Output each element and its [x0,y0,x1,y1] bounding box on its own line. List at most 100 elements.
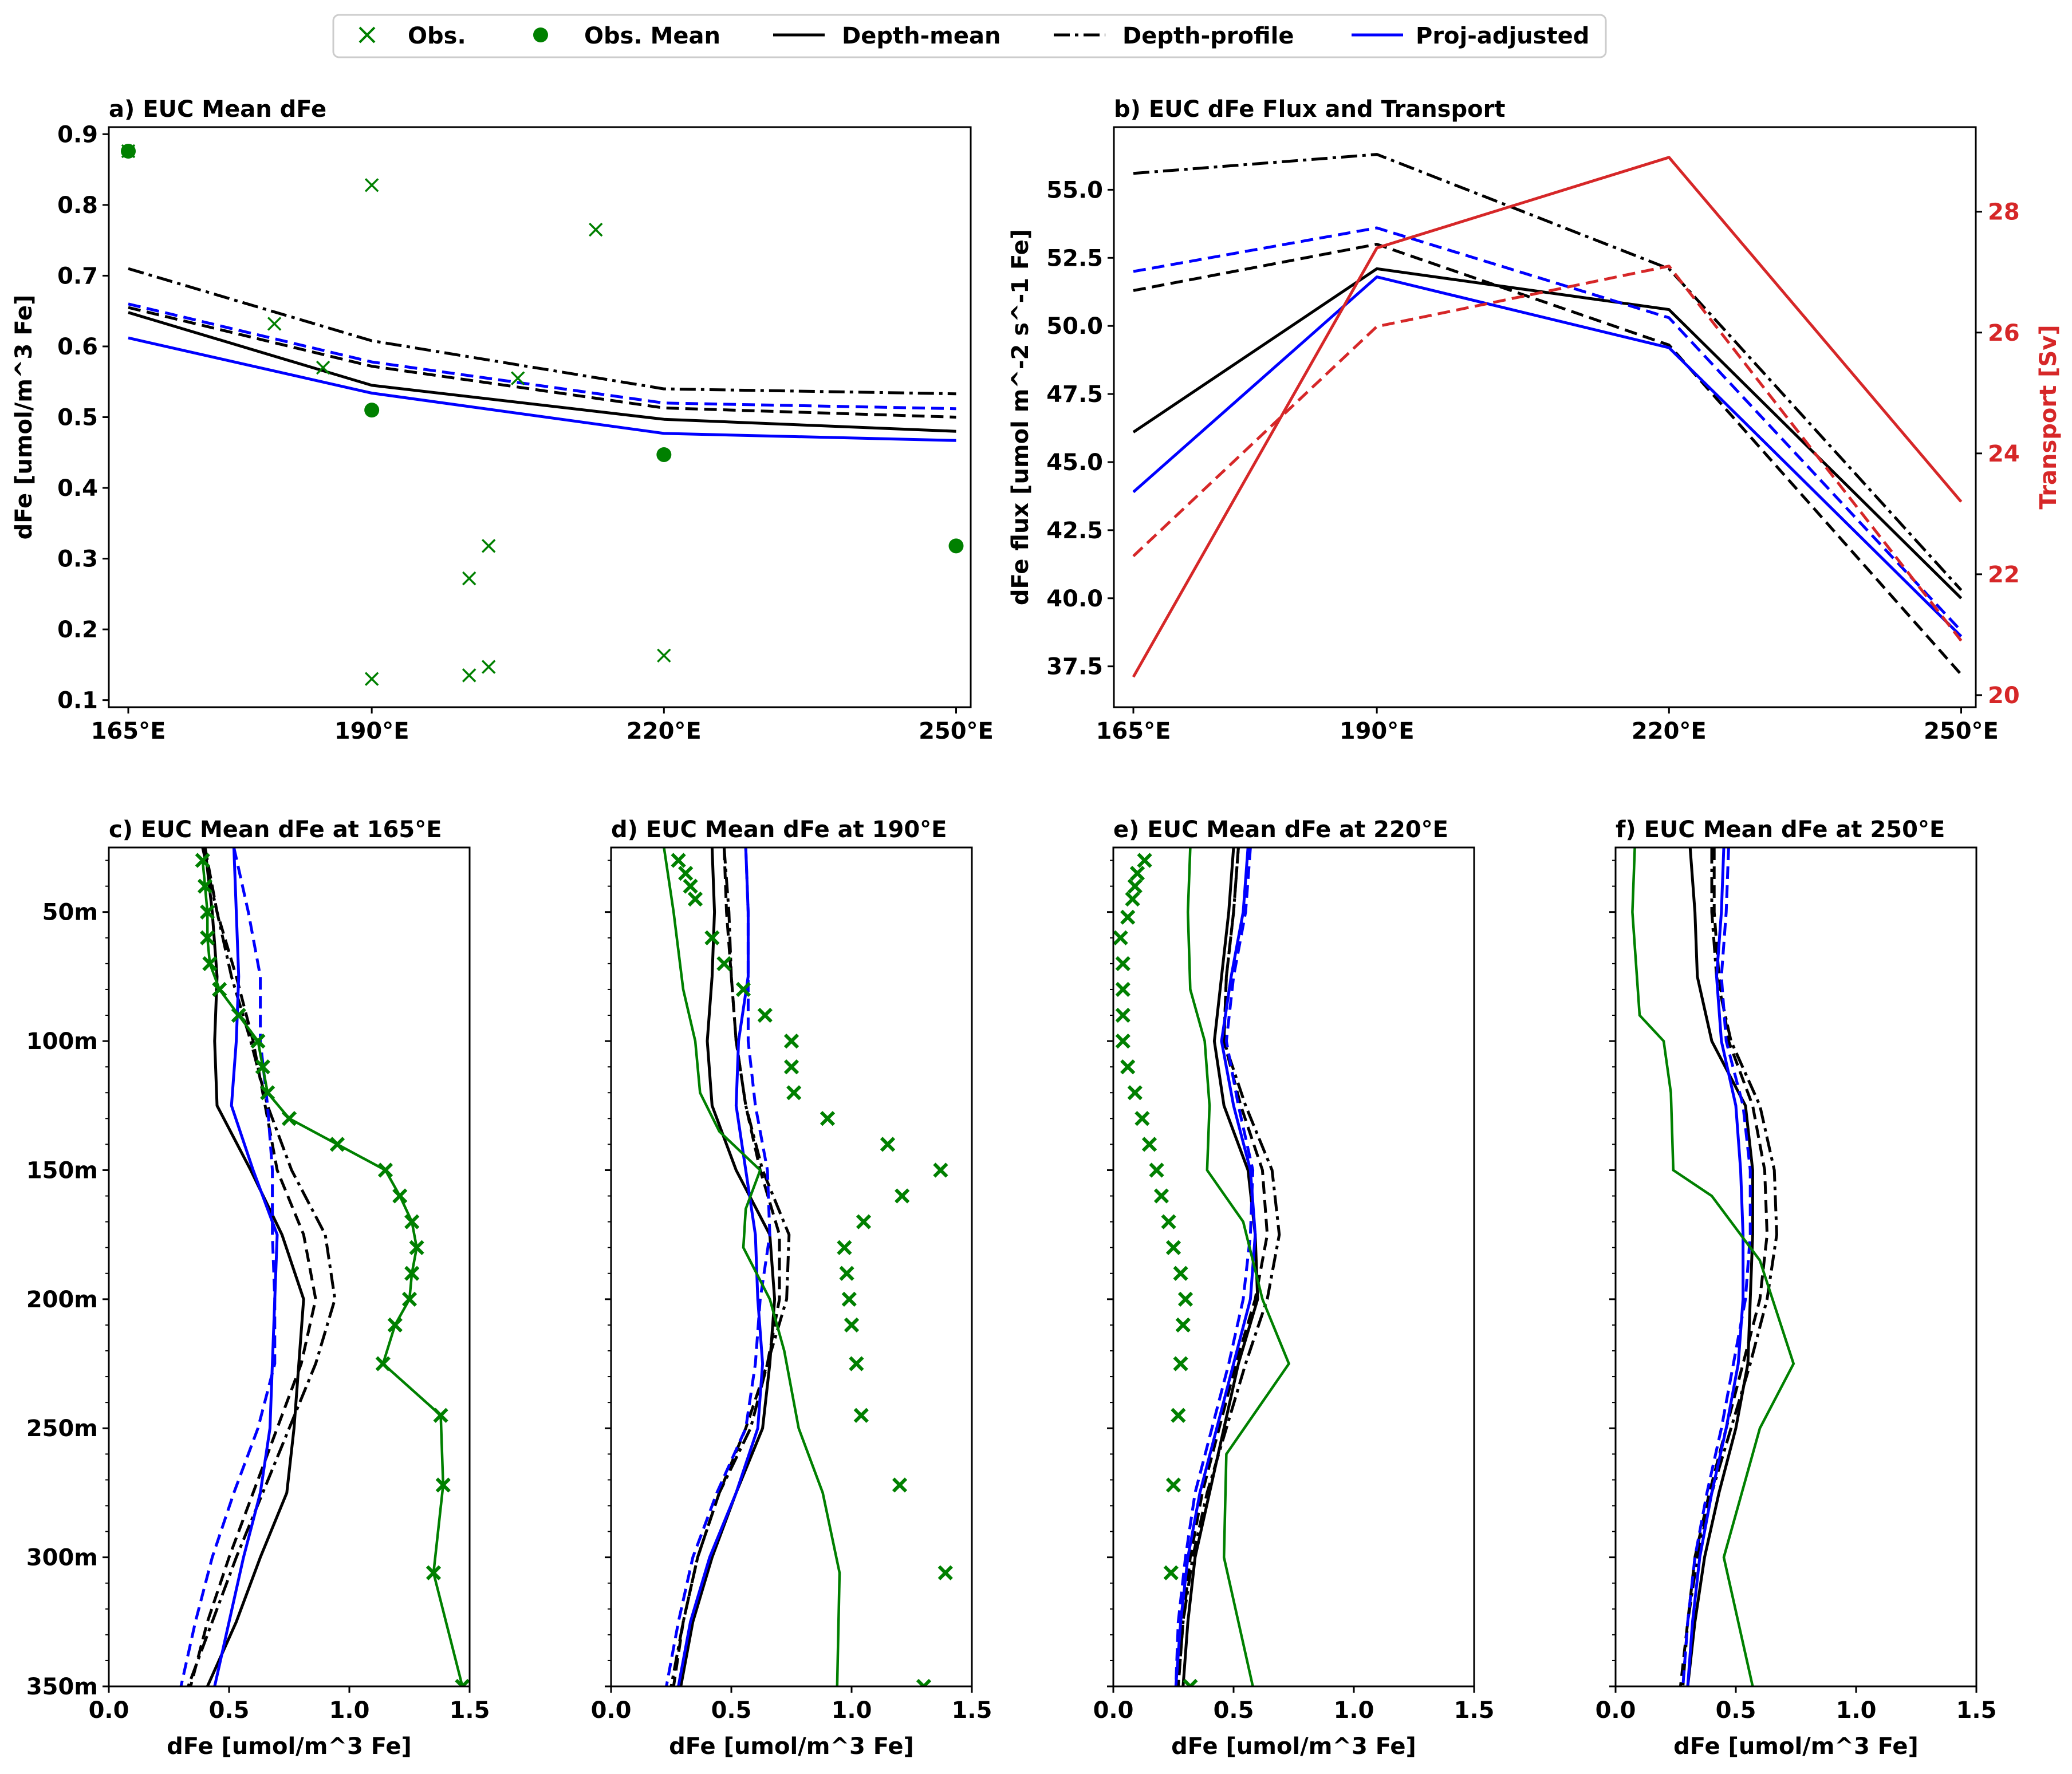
panel-a-obs-point-7 [481,539,496,553]
legend-item-depth-profile: Depth-profile [1054,23,1294,49]
panel-c-obs-point-10 [281,1111,297,1126]
panel-c-plot-area [179,847,470,1686]
panel-c-series-line-0 [203,847,305,1686]
panel-b-series-line-4 [1133,226,1963,632]
panel-e-obs-point-3 [1125,892,1140,907]
panel-c-series-line-2 [189,847,317,1686]
panel-c-x-tick-label-2: 1.0 [329,1697,370,1724]
panel-e-x-tick-label-3: 1.5 [1454,1697,1495,1724]
panel-e-obs-point-21 [1173,1356,1188,1371]
panel-c-obs-point-18 [387,1317,403,1333]
panel-c-frame [108,846,471,1688]
panel-d-obs-point-9 [783,1059,799,1075]
panel-a-obs-point-9 [510,371,525,385]
panel-e-series-line-4 [1174,847,1255,1686]
panel-c-obs-point-4 [202,956,218,971]
panel-d-series-line-2 [672,847,781,1686]
panel-e-obs-point-2 [1127,878,1143,894]
panel-e-series-line-3 [1174,847,1257,1686]
panel-f-plot-area [1631,847,1795,1686]
panel-d-obs-point-10 [786,1085,802,1101]
panel-d: d) EUC Mean dFe at 190°E 0.0 0.5 1.0 1.5 dFe … [591,817,992,1760]
panel-c-title: c) EUC Mean dFe at 165°E [109,817,442,843]
panel-a-obs-mean-2 [656,447,672,462]
panel-e-series-line-0 [1181,847,1259,1686]
panel-e-obs-point-9 [1115,1033,1130,1049]
panel-b-title: b) EUC dFe Flux and Transport [1114,96,1505,123]
panel-a: a) EUC Mean dFe 165°E 190°E 220°E 250°E 0.1 0.… [11,96,994,744]
panel-d-obs-line [663,847,841,1686]
panel-d-obs-point-11 [820,1111,836,1126]
panel-e-obs-point-6 [1115,956,1130,971]
panel-e-obs-point-12 [1135,1111,1150,1126]
panel-e-obs-point-25 [1183,1678,1198,1686]
panel-d-obs-point-16 [837,1240,852,1255]
panel-a-obs-point-10 [589,222,603,237]
panel-d-title: d) EUC Mean dFe at 190°E [611,817,947,843]
panel-d-series-line-1 [669,847,791,1686]
legend-label-obs-mean: Obs. Mean [584,23,720,49]
panel-c-y-tick-label-0: 50m [42,900,98,926]
panel-f-x-tick-label-2: 1.0 [1836,1697,1877,1724]
panel-a-series-line-3 [128,336,956,442]
legend-label-obs: Obs. [408,23,466,49]
panel-a-plot-area [121,144,956,686]
panel-c-obs-point-13 [392,1188,408,1204]
panel-e-plot-area [1113,847,1291,1686]
panel-d-obs-point-1 [678,865,694,881]
panel-a-y-tick-label-4: 0.5 [57,405,98,431]
legend-label-proj-adjusted: Proj-adjusted [1416,23,1589,49]
panel-b-y-tick-label-4: 47.5 [1046,381,1103,408]
legend-item-proj-adjusted: Proj-adjusted [1352,23,1589,49]
panel-e-obs-point-22 [1171,1408,1186,1423]
legend-item-depth-mean: Depth-mean [773,23,1000,49]
panel-c-obs-point-17 [401,1291,417,1307]
panel-b-series-line-5 [1132,156,1963,678]
panel-e-obs-point-15 [1153,1188,1169,1204]
panel-c-obs-point-3 [200,930,215,945]
panel-b-y-tick-label-2: 42.5 [1046,518,1103,544]
panel-e: e) EUC Mean dFe at 220°E 0.0 0.5 1.0 1.5 dFe … [1093,817,1495,1760]
panel-a-obs-point-1 [267,317,282,331]
panel-c-series-line-4 [179,847,277,1686]
panel-d-obs-point-17 [839,1266,854,1281]
panel-a-x-tick-label-3: 250°E [919,718,994,744]
panel-d-obs-point-22 [892,1477,908,1493]
panel-d-frame [610,846,973,1688]
panel-d-obs-point-2 [683,878,698,894]
panel-b-y2-tick-label-2: 24 [1988,441,2020,467]
panel-a-y-tick-label-5: 0.6 [57,334,98,360]
panel-e-obs-point-14 [1149,1162,1164,1178]
panel-a-y-tick-label-6: 0.7 [57,263,98,289]
panel-d-series-line-0 [679,847,777,1686]
panel-c-obs-point-8 [255,1059,270,1075]
panel-d-obs-point-7 [757,1007,773,1023]
panel-a-obs-mean-3 [948,538,964,554]
legend-item-obs-mean: Obs. Mean [533,23,720,49]
panel-f-x-tick-label-1: 0.5 [1716,1697,1756,1724]
panel-c-y-tick-label-6: 350m [26,1674,98,1700]
panel-a-series-line-0 [128,311,956,433]
panel-d-obs-point-3 [687,892,703,907]
panel-e-obs-point-24 [1163,1565,1179,1580]
panel-a-obs-mean-0 [121,144,136,159]
panel-e-obs-point-0 [1137,853,1152,868]
panel-c-x-tick-label-0: 0.0 [89,1697,129,1724]
panel-d-obs-point-8 [783,1033,799,1049]
panel-a-obs-point-2 [316,360,330,375]
panel-a-obs-point-3 [364,178,379,192]
panel-c-obs-point-12 [377,1162,393,1178]
panel-c-obs-point-11 [329,1137,345,1152]
panel-a-y-tick-label-8: 0.9 [57,121,98,148]
panel-e-obs-point-10 [1120,1059,1136,1075]
panel-a-y-tick-label-0: 0.1 [57,688,98,714]
panel-b-y-label: dFe flux [umol m^-2 s^-1 Fe] [1007,229,1034,605]
panel-e-x-label: dFe [umol/m^3 Fe] [1171,1733,1416,1760]
panel-d-plot-area [663,847,953,1686]
panel-e-obs-point-23 [1165,1477,1181,1493]
panel-f-series-line-2 [1679,847,1769,1686]
legend-item-obs: Obs. [359,23,466,49]
panel-b-y-tick-label-1: 40.0 [1046,586,1103,612]
panel-f-x-tick-label-3: 1.5 [1956,1697,1997,1724]
panel-f-x-label: dFe [umol/m^3 Fe] [1673,1733,1919,1760]
